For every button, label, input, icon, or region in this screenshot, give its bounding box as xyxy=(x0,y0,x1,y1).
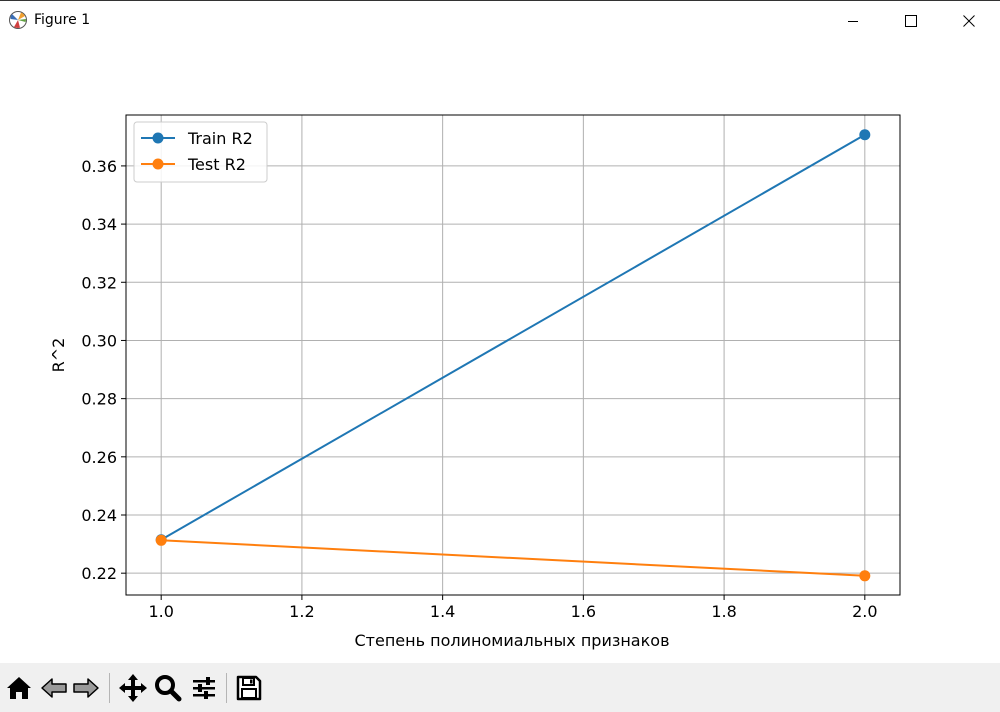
pan-button[interactable] xyxy=(117,672,149,704)
maximize-icon xyxy=(905,15,917,27)
y-tick-label: 0.22 xyxy=(81,564,117,583)
toolbar-separator xyxy=(226,673,227,703)
forward-button[interactable] xyxy=(70,672,102,704)
home-icon xyxy=(7,677,31,699)
floppy-disk-icon xyxy=(236,675,262,701)
arrow-left-icon xyxy=(41,678,67,698)
minimize-button[interactable] xyxy=(824,1,882,41)
configure-button[interactable] xyxy=(188,672,220,704)
maximize-button[interactable] xyxy=(882,1,940,41)
legend-label-test: Test R2 xyxy=(187,155,246,174)
y-axis-label: R^2 xyxy=(49,338,68,373)
grid-lines xyxy=(126,115,900,595)
line-chart: 1.0 1.2 1.4 1.6 1.8 2.0 0.22 0.24 0.26 0.28 0.30 0.… xyxy=(49,114,901,650)
y-tick-label: 0.36 xyxy=(81,157,117,176)
minimize-icon xyxy=(848,21,858,22)
series-line-train xyxy=(160,133,866,541)
x-tick-label: 2.0 xyxy=(852,602,877,621)
x-tick-label: 1.4 xyxy=(430,602,455,621)
data-point-test xyxy=(155,534,167,546)
axis-ticks: 1.0 1.2 1.4 1.6 1.8 2.0 0.22 0.24 0.26 0.28 0.30 0.… xyxy=(81,157,877,621)
x-axis-label: Степень полиномиальных признаков xyxy=(355,631,670,650)
figure-canvas[interactable]: 1.0 1.2 1.4 1.6 1.8 2.0 0.22 0.24 0.26 0.28 0.30 0.… xyxy=(0,40,1000,663)
x-tick-label: 1.0 xyxy=(148,602,173,621)
axes-frame xyxy=(125,114,901,596)
y-tick-label: 0.26 xyxy=(81,448,117,467)
legend-label-train: Train R2 xyxy=(187,129,253,148)
back-button[interactable] xyxy=(38,672,70,704)
y-tick-label: 0.30 xyxy=(81,331,117,350)
home-button[interactable] xyxy=(3,672,35,704)
x-tick-label: 1.6 xyxy=(571,602,596,621)
window-title: Figure 1 xyxy=(34,12,91,28)
zoom-button[interactable] xyxy=(152,672,184,704)
save-button[interactable] xyxy=(233,672,265,704)
title-bar: Figure 1 xyxy=(0,0,1000,40)
zoom-icon xyxy=(155,675,182,702)
data-point-train xyxy=(859,129,871,141)
series-line-test xyxy=(161,539,865,577)
data-point-test xyxy=(859,570,871,582)
y-tick-label: 0.28 xyxy=(81,390,117,409)
x-tick-label: 1.2 xyxy=(289,602,314,621)
legend-marker-test xyxy=(152,158,164,170)
y-tick-label: 0.34 xyxy=(81,215,117,234)
close-button[interactable] xyxy=(940,1,998,41)
data-series xyxy=(155,129,871,582)
y-tick-label: 0.32 xyxy=(81,273,117,292)
sliders-icon xyxy=(193,677,215,699)
move-icon xyxy=(119,674,147,702)
navigation-toolbar xyxy=(0,663,1000,712)
close-icon xyxy=(963,15,975,27)
x-tick-label: 1.8 xyxy=(711,602,736,621)
legend-marker-train xyxy=(152,132,164,144)
legend: Train R2 Test R2 xyxy=(133,121,268,183)
matplotlib-logo-icon xyxy=(9,11,27,29)
y-tick-label: 0.24 xyxy=(81,506,117,525)
arrow-right-icon xyxy=(73,678,99,698)
toolbar-separator xyxy=(109,673,110,703)
